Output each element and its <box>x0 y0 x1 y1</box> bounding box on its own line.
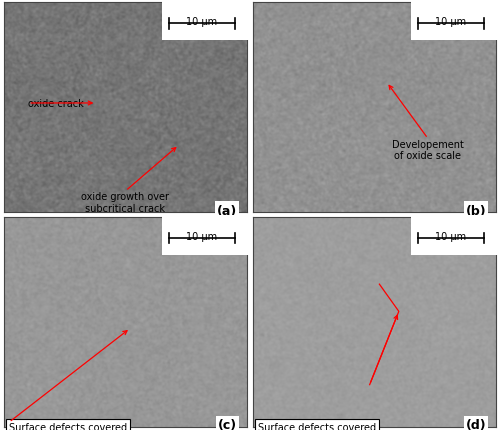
Text: 10 μm: 10 μm <box>436 17 466 27</box>
Text: 10 μm: 10 μm <box>436 231 466 241</box>
Text: 10 μm: 10 μm <box>186 17 218 27</box>
Text: oxide growth over
subcritical crack: oxide growth over subcritical crack <box>82 191 170 213</box>
Text: oxide crack: oxide crack <box>28 99 84 109</box>
Text: (a): (a) <box>217 204 237 217</box>
Bar <box>162 1 250 41</box>
Text: (c): (c) <box>218 418 237 430</box>
Text: (b): (b) <box>466 204 486 217</box>
Bar <box>162 215 250 255</box>
Bar <box>411 1 498 41</box>
Text: (d): (d) <box>466 418 486 430</box>
Bar <box>411 215 498 255</box>
Text: 10 μm: 10 μm <box>186 231 218 241</box>
Text: Surface defects covered
by oxide scales: Surface defects covered by oxide scales <box>9 422 127 430</box>
Text: Surface defects covered
by oxide scales: Surface defects covered by oxide scales <box>258 422 376 430</box>
Text: Developement
of oxide scale: Developement of oxide scale <box>392 139 464 161</box>
